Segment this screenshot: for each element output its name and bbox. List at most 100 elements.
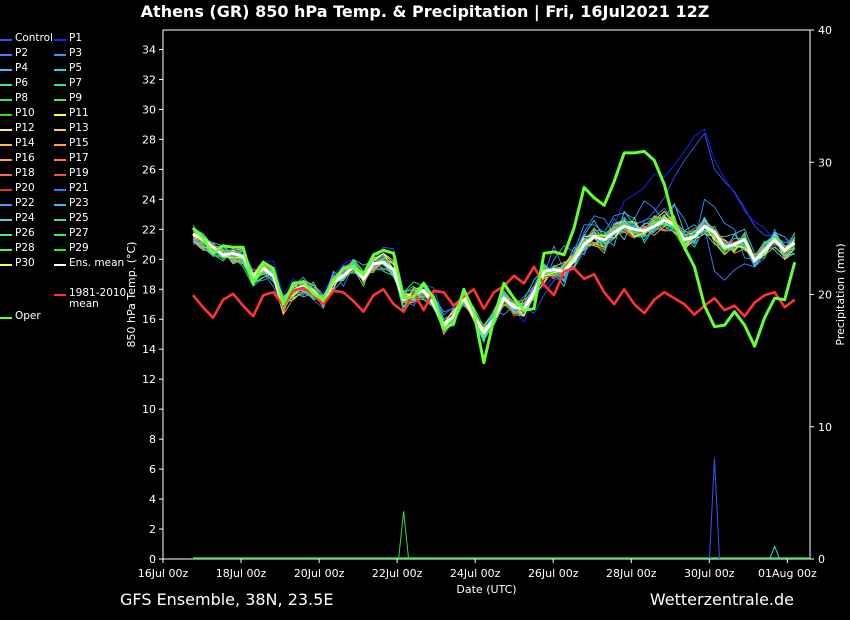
legend-swatch: [54, 39, 66, 41]
legend-item: P9: [54, 93, 82, 107]
legend-label: P21: [69, 182, 89, 194]
series-line-p13: [192, 215, 796, 341]
y-tick-label: 6: [149, 463, 156, 476]
x-tick-label: 01Aug 00z: [758, 567, 817, 580]
legend-label: P11: [69, 107, 89, 119]
precip-group: [193, 458, 810, 560]
x-tick-label: 28Jul 00z: [606, 567, 657, 580]
y-tick-label: 10: [142, 403, 156, 416]
legend-swatch: [54, 159, 66, 161]
legend-label: Ens. mean: [69, 257, 125, 269]
legend-label: P20: [15, 182, 35, 194]
series-line-p3: [192, 198, 796, 331]
y2-tick-label: 30: [818, 156, 832, 169]
series-line-p22: [192, 216, 795, 338]
legend-swatch: [54, 189, 66, 191]
model-footer: GFS Ensemble, 38N, 23.5E: [120, 590, 334, 609]
legend-label: P19: [69, 167, 89, 179]
legend-swatch: [54, 204, 66, 206]
y-tick-label: 28: [142, 133, 156, 146]
x-tick-label: 22Jul 00z: [372, 567, 423, 580]
series-line-p24: [192, 219, 796, 340]
legend-swatch: [54, 84, 66, 86]
legend-swatch: [0, 84, 12, 86]
legend-swatch: [54, 144, 66, 146]
legend-item: Ens. mean: [54, 258, 124, 272]
x-tick-label: 26Jul 00z: [528, 567, 579, 580]
series-line-p19: [192, 221, 796, 335]
precip-mark-tail-01Aug: [769, 545, 781, 560]
y-tick-label: 8: [149, 433, 156, 446]
x-tick-label: 20Jul 00z: [294, 567, 345, 580]
legend: Control P1 P2 P3 P4 P5 P6 P7 P8 P9 P10 P11 P12 P13 P14…: [0, 33, 130, 323]
y-tick-label: 16: [142, 313, 156, 326]
legend-item: 1981-2010 mean: [54, 288, 126, 310]
legend-swatch: [0, 219, 12, 221]
legend-swatch: [0, 99, 12, 101]
legend-label: 1981-2010 mean: [69, 287, 127, 310]
legend-label: P26: [15, 227, 35, 239]
legend-swatch: [0, 204, 12, 206]
legend-swatch: [0, 114, 12, 116]
series-line-p28: [192, 219, 795, 338]
legend-swatch: [0, 54, 12, 56]
legend-swatch: [54, 174, 66, 176]
y2-axis-label: Precipitation (mm): [834, 243, 847, 345]
y-tick-label: 30: [142, 103, 156, 116]
legend-item: P18: [0, 168, 35, 182]
legend-swatch: [54, 54, 66, 56]
x-axis-label: Date (UTC): [456, 583, 516, 596]
legend-label: Control: [15, 32, 53, 44]
series-line-p29: [192, 218, 795, 335]
legend-item: P12: [0, 123, 35, 137]
series-line-p17: [193, 216, 796, 332]
legend-swatch: [0, 264, 12, 266]
legend-label: P7: [69, 77, 83, 89]
series-line-p15: [192, 219, 795, 340]
legend-label: P27: [69, 227, 89, 239]
series-line-p9: [192, 213, 795, 329]
y2-tick-label: 20: [818, 289, 832, 302]
axis-labels: 0246810121416182022242628303234010203040…: [125, 24, 847, 596]
series-line-p25: [192, 216, 795, 341]
series-line-p16: [192, 219, 795, 338]
legend-label: P8: [15, 92, 29, 104]
legend-swatch: [0, 249, 12, 251]
legend-label: P25: [69, 212, 89, 224]
legend-swatch: [54, 69, 66, 71]
legend-swatch: [54, 99, 66, 101]
series-line-p27: [192, 222, 796, 335]
legend-item: P16: [0, 153, 35, 167]
legend-item: P13: [54, 123, 89, 137]
site-footer: Wetterzentrale.de: [649, 590, 794, 609]
legend-label: P18: [15, 167, 35, 179]
legend-item: P27: [54, 228, 89, 242]
y2-tick-label: 10: [818, 421, 832, 434]
legend-item: P6: [0, 78, 28, 92]
y-tick-label: 12: [142, 373, 156, 386]
series-line-p26: [192, 215, 795, 340]
legend-label: P9: [69, 92, 83, 104]
y-tick-label: 2: [149, 523, 156, 536]
series-line-p21: [192, 216, 796, 341]
series-line-p4: [192, 203, 796, 334]
y-tick-label: 32: [142, 73, 156, 86]
legend-label: P3: [69, 47, 83, 59]
legend-swatch: [0, 174, 12, 176]
legend-label: P29: [69, 242, 89, 254]
series-line-p11: [192, 210, 795, 338]
legend-item: P23: [54, 198, 89, 212]
legend-label: P5: [69, 62, 83, 74]
series-line-p5: [192, 210, 795, 335]
series-line-p8: [193, 215, 796, 335]
legend-label: P10: [15, 107, 35, 119]
legend-swatch: [54, 249, 66, 251]
legend-swatch: [0, 129, 12, 131]
legend-label: P28: [15, 242, 35, 254]
series-line-oper: [191, 149, 797, 365]
axes: [159, 29, 814, 563]
legend-item: P15: [54, 138, 89, 152]
legend-item: P22: [0, 198, 35, 212]
legend-item: P8: [0, 93, 28, 107]
series-line-p20: [192, 221, 795, 340]
